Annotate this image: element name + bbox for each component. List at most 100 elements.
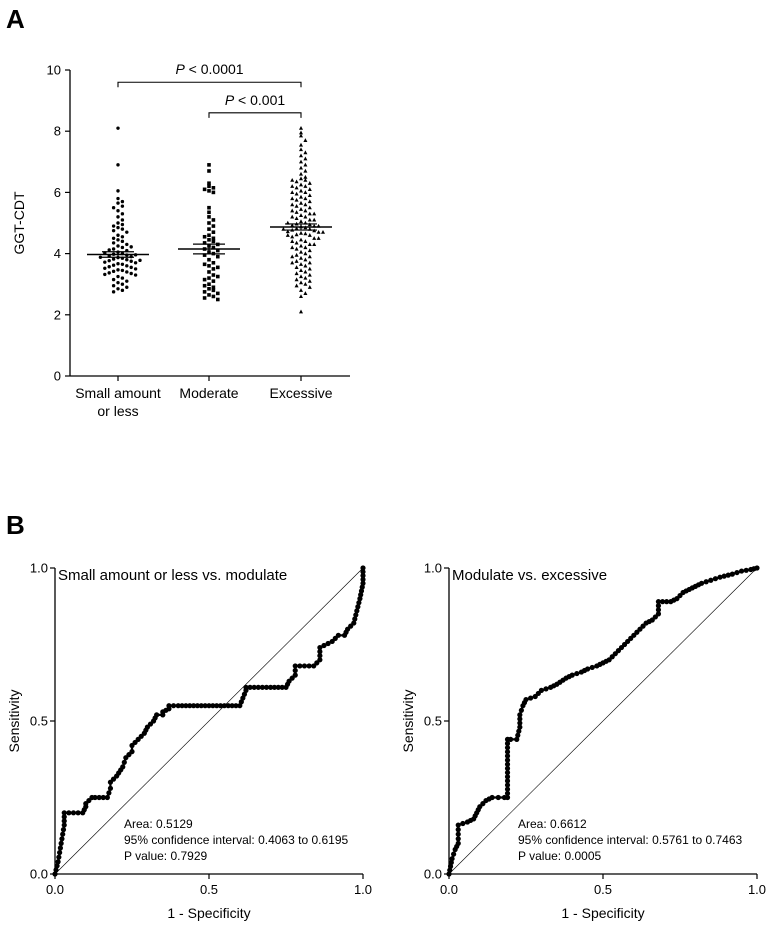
roc-point (504, 740, 511, 747)
data-point (207, 205, 211, 210)
data-point (307, 199, 312, 204)
data-point (294, 210, 299, 214)
roc-point (61, 810, 67, 816)
data-point (120, 212, 125, 216)
roc-point (504, 786, 511, 792)
roc-chart-small-vs-moderate: 0.0 0.5 1.0 0.0 0.5 1.0 1 - Specificity Sensiti… (6, 561, 372, 922)
roc-point (352, 616, 358, 622)
data-point (299, 171, 303, 176)
data-point (299, 268, 303, 273)
data-point (111, 269, 116, 274)
category-label: or less (97, 403, 138, 419)
roc-point (725, 572, 731, 578)
roc-point (585, 666, 591, 672)
data-point (116, 221, 120, 225)
roc-point (53, 867, 59, 873)
data-point (299, 243, 303, 248)
data-point (125, 279, 129, 283)
roc-point (96, 794, 102, 801)
data-point (120, 222, 125, 227)
roc-point (659, 599, 666, 605)
roc-point (655, 603, 662, 609)
data-point (303, 150, 308, 155)
roc-point (495, 794, 501, 801)
data-point (294, 232, 299, 237)
data-point (125, 264, 129, 268)
data-point (303, 275, 308, 280)
data-point (307, 205, 312, 210)
roc-point (214, 703, 220, 709)
roc-point (175, 703, 181, 709)
data-point (111, 241, 116, 245)
data-point (303, 168, 308, 173)
data-point (299, 219, 303, 224)
roc-point (292, 667, 298, 674)
data-point (216, 254, 220, 259)
data-point (98, 255, 103, 259)
roc-point (247, 684, 253, 690)
roc-point (739, 568, 745, 574)
data-point (125, 258, 129, 262)
data-point (202, 187, 207, 192)
y-tick-label: 0.5 (30, 714, 48, 729)
data-point (299, 147, 303, 152)
data-point (211, 186, 216, 190)
data-point (120, 227, 125, 231)
data-point (133, 261, 138, 265)
roc-point (589, 664, 595, 671)
roc-point (268, 684, 274, 690)
data-point (107, 271, 111, 275)
data-point (116, 280, 120, 285)
data-point (207, 184, 211, 189)
data-point (129, 271, 133, 276)
data-point (299, 262, 303, 266)
roc-point (255, 684, 261, 690)
data-point (299, 237, 303, 242)
data-point (120, 245, 125, 250)
roc-point (717, 574, 723, 580)
data-point (299, 125, 303, 130)
x-axis-label: 1 - Specificity (561, 905, 644, 921)
data-point (303, 251, 308, 256)
data-point (307, 187, 312, 191)
data-point (299, 294, 303, 299)
roc-point (317, 657, 323, 663)
roc-point (455, 836, 461, 842)
data-point (216, 297, 220, 302)
roc-point (455, 827, 461, 833)
roc-point (233, 703, 239, 709)
data-point (312, 236, 317, 240)
data-point (299, 280, 303, 285)
roc-point (251, 684, 257, 690)
data-point (116, 189, 120, 193)
data-point (290, 202, 295, 207)
roc-point (523, 696, 529, 703)
data-point (116, 244, 120, 248)
roc-point (61, 822, 67, 828)
data-point (316, 236, 321, 240)
data-point (307, 217, 312, 222)
data-point (207, 293, 211, 297)
roc-point (179, 703, 185, 709)
roc-point (504, 761, 511, 767)
roc-point (504, 778, 511, 784)
data-point (211, 218, 216, 222)
roc-point (106, 790, 112, 796)
data-point (211, 273, 216, 277)
y-tick-label: 0.0 (424, 867, 442, 882)
roc-point (129, 749, 135, 755)
roc-point (517, 712, 523, 718)
roc-point (734, 569, 740, 576)
roc-point (754, 565, 760, 571)
data-point (299, 230, 303, 235)
significance-bracket (208, 112, 302, 118)
roc-point (100, 794, 106, 801)
roc-point (538, 687, 545, 694)
data-point (216, 248, 220, 253)
roc-point (325, 640, 331, 647)
data-point (307, 193, 312, 198)
roc-point (504, 790, 511, 796)
data-point (312, 242, 317, 247)
data-point (303, 202, 308, 207)
data-point (202, 262, 207, 267)
